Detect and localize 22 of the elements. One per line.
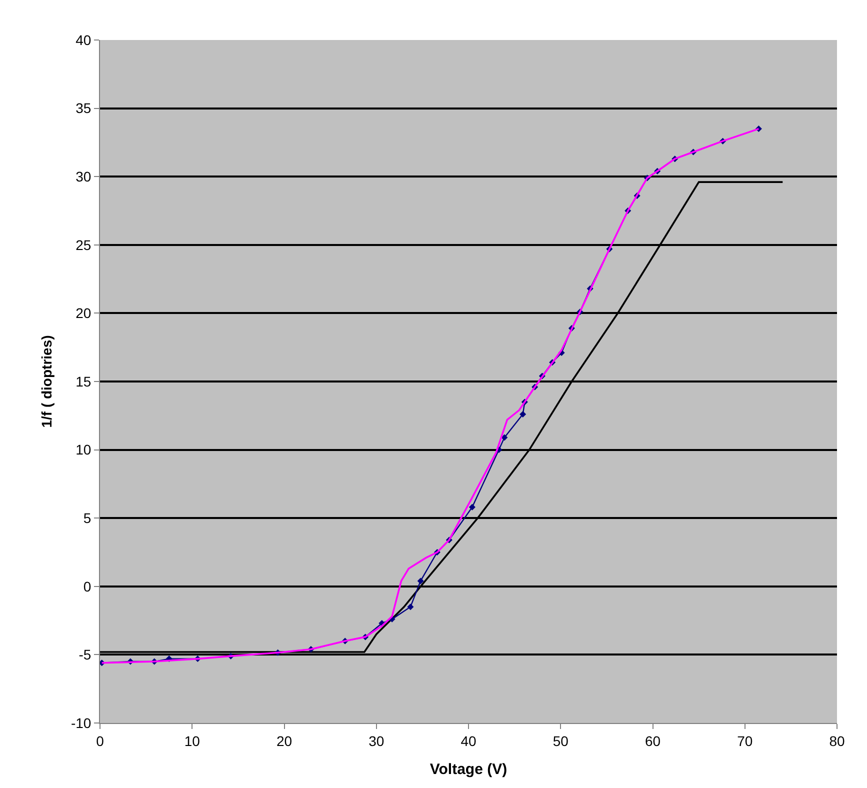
x-tick-label: 70 bbox=[737, 732, 753, 749]
x-tick-label: 40 bbox=[460, 732, 476, 749]
y-tick-label: 0 bbox=[83, 578, 92, 594]
x-tick-label: 50 bbox=[552, 732, 569, 749]
y-tick-label: -5 bbox=[78, 646, 92, 663]
y-tick-label: 25 bbox=[76, 236, 92, 253]
x-tick-label: 80 bbox=[829, 732, 845, 749]
y-tick-label: 20 bbox=[76, 305, 92, 322]
x-tick-label: 60 bbox=[644, 732, 661, 749]
y-tick-label: 35 bbox=[76, 100, 92, 116]
y-axis-title: 1/f ( dioptries) bbox=[38, 335, 55, 428]
y-tick-label: 30 bbox=[76, 168, 92, 184]
x-axis-title: Voltage (V) bbox=[430, 760, 508, 778]
x-tick-label: 10 bbox=[184, 732, 200, 749]
y-tick-label: 40 bbox=[76, 32, 92, 48]
y-tick-label: 5 bbox=[83, 510, 92, 526]
x-tick-label: 20 bbox=[276, 732, 292, 749]
y-tick-label: -10 bbox=[70, 714, 92, 731]
x-tick-label: 30 bbox=[368, 732, 384, 749]
x-tick-label: 0 bbox=[96, 732, 104, 749]
y-tick-label: 15 bbox=[76, 373, 92, 390]
y-tick-label: 10 bbox=[76, 442, 92, 458]
